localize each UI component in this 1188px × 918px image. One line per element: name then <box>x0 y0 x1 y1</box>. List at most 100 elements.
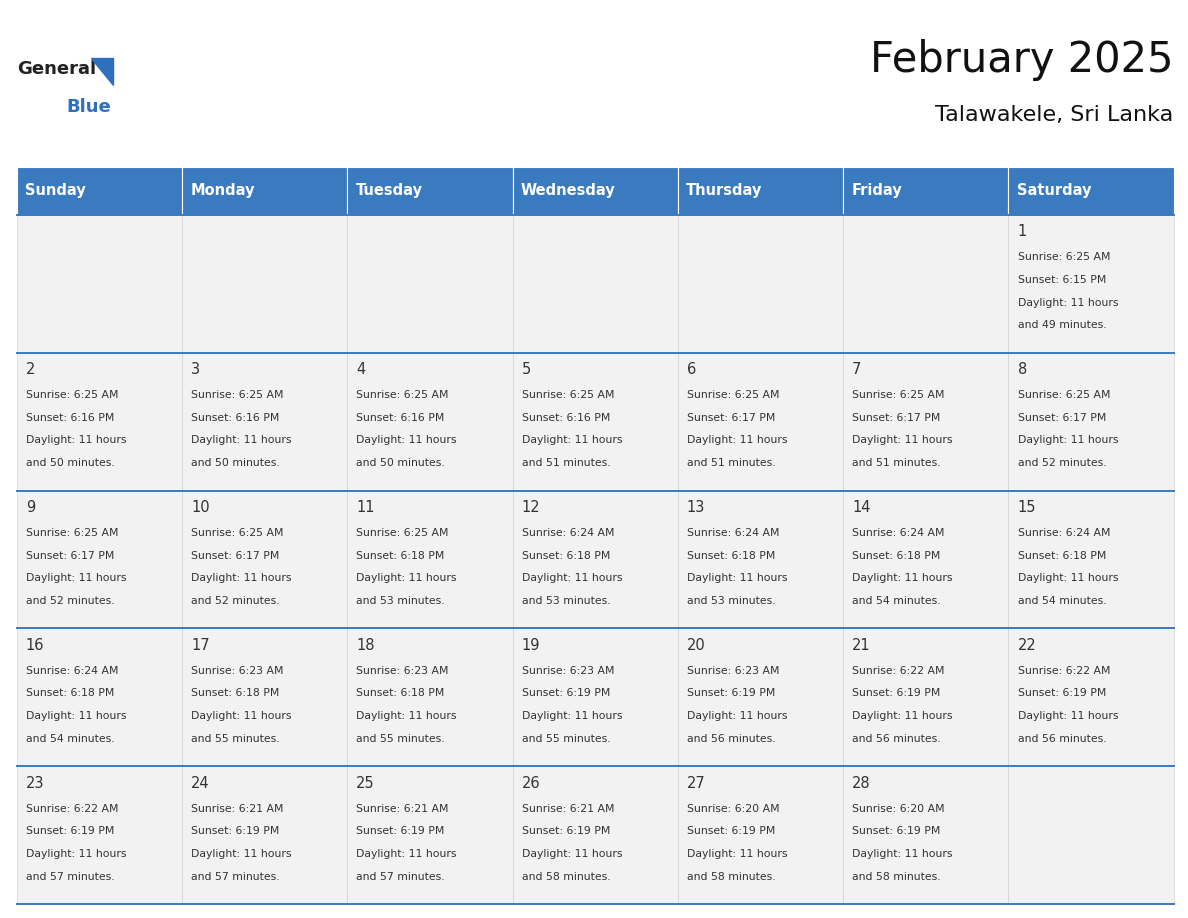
Text: Daylight: 11 hours: Daylight: 11 hours <box>852 435 953 445</box>
Text: Sunset: 6:18 PM: Sunset: 6:18 PM <box>687 551 776 561</box>
Text: and 56 minutes.: and 56 minutes. <box>852 734 941 744</box>
Text: Sunrise: 6:22 AM: Sunrise: 6:22 AM <box>26 803 119 813</box>
Bar <box>17 215 182 353</box>
Bar <box>678 629 843 767</box>
Text: Sunrise: 6:21 AM: Sunrise: 6:21 AM <box>191 803 284 813</box>
Text: Sunset: 6:19 PM: Sunset: 6:19 PM <box>852 688 941 699</box>
Bar <box>182 167 347 215</box>
Text: Sunset: 6:16 PM: Sunset: 6:16 PM <box>191 413 279 422</box>
Text: and 55 minutes.: and 55 minutes. <box>522 734 611 744</box>
Bar <box>347 629 512 767</box>
Text: 2: 2 <box>26 363 36 377</box>
Text: Daylight: 11 hours: Daylight: 11 hours <box>26 435 126 445</box>
Bar <box>182 490 347 629</box>
Text: Sunset: 6:18 PM: Sunset: 6:18 PM <box>1018 551 1106 561</box>
Text: Sunset: 6:16 PM: Sunset: 6:16 PM <box>522 413 609 422</box>
Text: Daylight: 11 hours: Daylight: 11 hours <box>852 849 953 859</box>
Text: Sunrise: 6:23 AM: Sunrise: 6:23 AM <box>522 666 614 676</box>
Text: Daylight: 11 hours: Daylight: 11 hours <box>191 435 291 445</box>
Text: Sunrise: 6:25 AM: Sunrise: 6:25 AM <box>1018 390 1110 400</box>
Text: Sunset: 6:15 PM: Sunset: 6:15 PM <box>1018 274 1106 285</box>
Bar <box>512 215 678 353</box>
Bar <box>843 167 1009 215</box>
Text: Daylight: 11 hours: Daylight: 11 hours <box>1018 574 1118 583</box>
Bar <box>347 167 512 215</box>
Text: 22: 22 <box>1018 638 1036 653</box>
Text: Sunrise: 6:22 AM: Sunrise: 6:22 AM <box>1018 666 1110 676</box>
Bar <box>182 215 347 353</box>
Bar <box>347 767 512 904</box>
Bar <box>678 767 843 904</box>
Bar <box>1009 767 1174 904</box>
Text: 9: 9 <box>26 500 34 515</box>
Text: and 56 minutes.: and 56 minutes. <box>687 734 776 744</box>
Text: and 50 minutes.: and 50 minutes. <box>356 458 446 468</box>
Text: Sunset: 6:19 PM: Sunset: 6:19 PM <box>687 688 776 699</box>
Text: and 51 minutes.: and 51 minutes. <box>852 458 941 468</box>
Text: Saturday: Saturday <box>1017 184 1092 198</box>
Text: Wednesday: Wednesday <box>520 184 615 198</box>
Text: Monday: Monday <box>190 184 254 198</box>
Text: Daylight: 11 hours: Daylight: 11 hours <box>1018 297 1118 308</box>
Text: Sunset: 6:18 PM: Sunset: 6:18 PM <box>356 688 444 699</box>
Text: Sunrise: 6:24 AM: Sunrise: 6:24 AM <box>26 666 119 676</box>
Text: 5: 5 <box>522 363 531 377</box>
Text: Daylight: 11 hours: Daylight: 11 hours <box>1018 711 1118 722</box>
Text: 21: 21 <box>852 638 871 653</box>
Text: and 58 minutes.: and 58 minutes. <box>522 872 611 882</box>
Bar <box>1009 353 1174 490</box>
Text: Daylight: 11 hours: Daylight: 11 hours <box>356 849 457 859</box>
Bar <box>347 215 512 353</box>
Text: Sunrise: 6:25 AM: Sunrise: 6:25 AM <box>356 390 449 400</box>
Text: Daylight: 11 hours: Daylight: 11 hours <box>191 849 291 859</box>
Text: Sunday: Sunday <box>25 184 86 198</box>
Bar <box>17 353 182 490</box>
Text: Daylight: 11 hours: Daylight: 11 hours <box>26 711 126 722</box>
Text: Sunrise: 6:25 AM: Sunrise: 6:25 AM <box>191 528 284 538</box>
Text: Daylight: 11 hours: Daylight: 11 hours <box>522 435 623 445</box>
Text: Thursday: Thursday <box>687 184 763 198</box>
Text: 17: 17 <box>191 638 209 653</box>
Text: and 57 minutes.: and 57 minutes. <box>191 872 279 882</box>
Bar <box>1009 167 1174 215</box>
Text: Daylight: 11 hours: Daylight: 11 hours <box>687 711 788 722</box>
Bar <box>512 629 678 767</box>
Text: Sunset: 6:17 PM: Sunset: 6:17 PM <box>26 551 114 561</box>
Text: Sunset: 6:18 PM: Sunset: 6:18 PM <box>852 551 941 561</box>
Text: Sunrise: 6:24 AM: Sunrise: 6:24 AM <box>687 528 779 538</box>
Text: Sunrise: 6:20 AM: Sunrise: 6:20 AM <box>852 803 944 813</box>
Bar <box>678 353 843 490</box>
Text: Sunrise: 6:24 AM: Sunrise: 6:24 AM <box>1018 528 1110 538</box>
Text: and 54 minutes.: and 54 minutes. <box>26 734 114 744</box>
Text: Sunset: 6:17 PM: Sunset: 6:17 PM <box>191 551 279 561</box>
Text: Daylight: 11 hours: Daylight: 11 hours <box>687 849 788 859</box>
Text: and 55 minutes.: and 55 minutes. <box>356 734 446 744</box>
Bar <box>182 629 347 767</box>
Bar <box>347 490 512 629</box>
Text: 25: 25 <box>356 776 375 791</box>
Text: Sunset: 6:19 PM: Sunset: 6:19 PM <box>26 826 114 836</box>
Text: and 54 minutes.: and 54 minutes. <box>852 596 941 606</box>
Text: Sunset: 6:17 PM: Sunset: 6:17 PM <box>687 413 776 422</box>
Text: Sunrise: 6:23 AM: Sunrise: 6:23 AM <box>687 666 779 676</box>
Text: 19: 19 <box>522 638 541 653</box>
Text: and 50 minutes.: and 50 minutes. <box>191 458 280 468</box>
Text: 12: 12 <box>522 500 541 515</box>
Text: 14: 14 <box>852 500 871 515</box>
Text: Sunset: 6:19 PM: Sunset: 6:19 PM <box>852 826 941 836</box>
Text: and 54 minutes.: and 54 minutes. <box>1018 596 1106 606</box>
Text: Sunrise: 6:23 AM: Sunrise: 6:23 AM <box>191 666 284 676</box>
Bar <box>512 767 678 904</box>
Text: Sunrise: 6:24 AM: Sunrise: 6:24 AM <box>852 528 944 538</box>
Text: Sunset: 6:18 PM: Sunset: 6:18 PM <box>26 688 114 699</box>
Bar <box>843 353 1009 490</box>
Text: Sunrise: 6:25 AM: Sunrise: 6:25 AM <box>26 390 119 400</box>
Text: Sunset: 6:19 PM: Sunset: 6:19 PM <box>522 688 609 699</box>
Text: and 52 minutes.: and 52 minutes. <box>26 596 114 606</box>
Text: Sunset: 6:16 PM: Sunset: 6:16 PM <box>26 413 114 422</box>
Text: 13: 13 <box>687 500 706 515</box>
Text: and 52 minutes.: and 52 minutes. <box>1018 458 1106 468</box>
Text: 1: 1 <box>1018 225 1026 240</box>
Text: Sunrise: 6:22 AM: Sunrise: 6:22 AM <box>852 666 944 676</box>
Text: 7: 7 <box>852 363 861 377</box>
